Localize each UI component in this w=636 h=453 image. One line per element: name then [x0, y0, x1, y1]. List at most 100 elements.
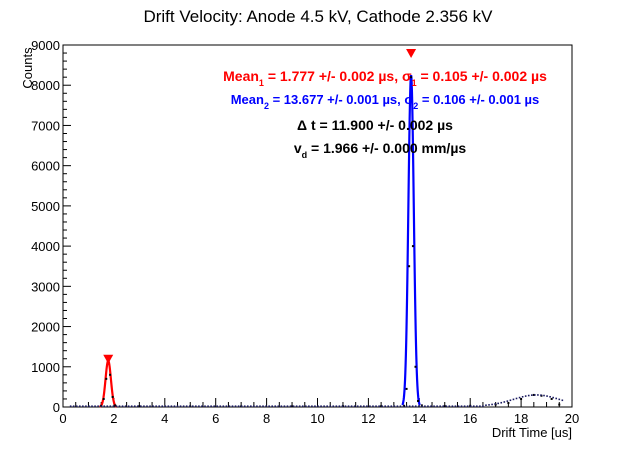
x-tick-label: 14	[412, 411, 426, 426]
data-point	[463, 405, 466, 407]
data-point	[534, 394, 536, 396]
y-tick-label: 8000	[31, 78, 60, 93]
data-point	[155, 405, 157, 407]
data-point	[350, 405, 353, 407]
data-point	[469, 405, 472, 407]
x-axis: 0 2 4 6 8 10 12 14 16 18 20	[59, 398, 579, 426]
data-point	[191, 405, 194, 407]
x-tick-label: 20	[565, 411, 579, 426]
data-point	[195, 405, 197, 407]
data-point	[466, 405, 469, 407]
x-tick-label: 18	[514, 411, 528, 426]
data-point	[537, 394, 539, 396]
data-point	[109, 373, 112, 376]
data-point	[491, 403, 493, 406]
data-point	[213, 405, 215, 407]
data-point	[265, 405, 267, 407]
data-point	[140, 405, 142, 407]
data-point	[164, 405, 167, 407]
data-point	[271, 405, 273, 407]
data-point	[443, 405, 446, 408]
data-point	[225, 405, 228, 407]
y-axis-label: Counts	[20, 47, 35, 89]
data-point	[143, 405, 145, 407]
x-tick-label: 4	[161, 411, 168, 426]
data-point	[344, 405, 347, 407]
data-point	[246, 405, 249, 407]
data-point	[301, 405, 304, 407]
data-point	[497, 402, 499, 405]
data-point	[204, 405, 206, 407]
data-point	[427, 405, 429, 407]
annotation-mean2: Mean2 = 13.677 +/- 0.001 µs, σ2 = 0.106 …	[231, 92, 540, 111]
data-point	[482, 405, 484, 407]
data-point	[234, 405, 237, 407]
data-point	[161, 405, 164, 407]
data-point	[515, 397, 518, 400]
data-point	[102, 397, 105, 400]
data-point	[503, 401, 506, 403]
data-point	[454, 405, 457, 407]
data-point	[381, 405, 383, 407]
data-point	[387, 405, 390, 407]
data-point	[359, 405, 362, 407]
x-tick-label: 10	[310, 411, 324, 426]
data-point	[188, 405, 191, 407]
data-point	[417, 405, 420, 407]
data-point	[414, 365, 417, 368]
data-point	[390, 405, 393, 407]
data-point	[532, 393, 535, 396]
data-point	[97, 405, 99, 407]
data-point	[476, 405, 478, 407]
fit-curve	[99, 359, 118, 408]
data-point	[442, 405, 445, 407]
data-point	[124, 405, 127, 407]
data-point	[396, 405, 399, 407]
x-tick-label: 2	[110, 411, 117, 426]
data-point	[216, 405, 219, 407]
data-point	[94, 405, 96, 407]
data-point	[274, 405, 277, 407]
data-point	[472, 405, 475, 407]
fit-results: Mean1 = 1.777 +/- 0.002 µs, σ1 = 0.105 +…	[223, 68, 547, 160]
data-point	[320, 405, 322, 407]
data-point	[176, 405, 179, 407]
data-point	[558, 403, 561, 406]
data-point	[329, 405, 332, 407]
data-point	[356, 405, 359, 407]
data-point	[256, 405, 258, 407]
x-tick-label: 16	[463, 411, 477, 426]
data-point	[546, 395, 548, 397]
data-point	[524, 395, 527, 397]
data-point	[506, 400, 509, 402]
data-point	[111, 395, 114, 398]
data-point	[420, 404, 423, 407]
data-point	[500, 401, 503, 404]
data-point	[448, 405, 451, 407]
data-point	[133, 405, 136, 407]
data-point	[137, 405, 139, 407]
data-point	[253, 405, 255, 407]
data-point	[179, 405, 182, 407]
data-point	[421, 405, 423, 407]
data-point	[69, 405, 72, 407]
data-point	[335, 405, 338, 407]
data-point	[326, 405, 328, 407]
data-point	[231, 405, 234, 407]
data-point	[167, 405, 170, 407]
y-axis: 0 1000 2000 3000 4000 5000 6000 7000 8000 9000	[31, 38, 71, 415]
data-point	[399, 405, 402, 407]
data-point	[410, 76, 413, 79]
data-point	[509, 399, 512, 402]
data-point	[207, 405, 209, 407]
data-point	[332, 405, 335, 407]
data-point	[417, 399, 420, 402]
data-point	[405, 405, 408, 407]
y-tick-label: 9000	[31, 38, 60, 53]
data-point	[78, 405, 81, 407]
data-point	[304, 405, 307, 407]
data-point	[518, 396, 521, 399]
data-point	[250, 405, 252, 407]
data-point	[228, 405, 231, 407]
data-point	[118, 405, 121, 407]
